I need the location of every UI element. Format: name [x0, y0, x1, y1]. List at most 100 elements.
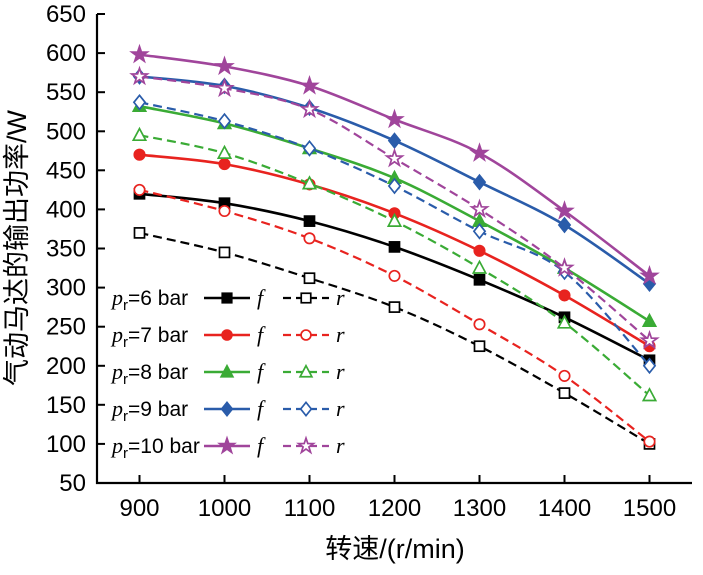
- legend-item: pr=7 bar f r: [110, 322, 345, 351]
- star-marker-icon: [296, 435, 316, 455]
- circle-marker-icon: [300, 329, 312, 341]
- legend-pressure-label: pr=10 bar: [110, 433, 200, 462]
- x-tick-label: 900: [119, 495, 159, 522]
- star-marker-icon: [299, 98, 320, 119]
- diamond-marker-icon: [387, 132, 402, 149]
- x-tick-label: 1300: [453, 495, 506, 522]
- legend-r-label: r: [336, 322, 345, 347]
- x-tick-label: 1200: [368, 495, 421, 522]
- y-tick-label: 550: [46, 79, 86, 106]
- series-pr-10-bar-r: [129, 65, 660, 350]
- triangle-marker-icon: [556, 314, 573, 329]
- series-line: [139, 231, 651, 445]
- x-tick-label: 1400: [538, 495, 591, 522]
- triangle-marker-icon: [216, 144, 233, 159]
- star-marker-icon: [469, 142, 490, 162]
- square-marker-icon: [558, 387, 571, 399]
- star-marker-icon: [214, 55, 235, 76]
- square-marker-icon: [218, 246, 231, 259]
- y-tick-label: 400: [46, 196, 86, 223]
- diamond-marker-icon: [387, 177, 402, 195]
- y-tick-label: 300: [46, 275, 86, 302]
- legend-f-label: f: [257, 285, 266, 310]
- legend-pressure-label: pr=8 bar: [110, 359, 188, 388]
- y-axis: 50 100 150 200 250 300 350 400 450 500 550 600 650: [46, 1, 105, 497]
- star-marker-icon: [129, 65, 150, 86]
- series-pr-6-bar-r: [133, 227, 656, 450]
- circle-marker-icon: [218, 204, 231, 218]
- legend: pr=6 bar f r pr=7 bar f r pr=8 bar f r pr=9 bar f r…: [110, 285, 345, 462]
- diamond-marker-icon: [472, 173, 487, 191]
- diamond-marker-icon: [642, 357, 657, 375]
- square-marker-icon: [303, 215, 316, 227]
- triangle-marker-icon: [641, 387, 658, 402]
- circle-marker-icon: [133, 183, 146, 196]
- series-pr-10-bar-f: [129, 43, 660, 285]
- y-tick-label: 500: [46, 118, 86, 145]
- star-marker-icon: [469, 198, 490, 219]
- diamond-marker-icon: [472, 222, 487, 240]
- y-tick-label: 350: [46, 236, 86, 263]
- x-tick-label: 1000: [198, 495, 251, 522]
- star-marker-icon: [384, 147, 405, 168]
- star-marker-icon: [554, 257, 575, 277]
- x-tick-label: 1500: [623, 495, 676, 522]
- y-tick-label: 150: [46, 392, 86, 419]
- square-marker-icon: [221, 292, 233, 304]
- y-tick-label: 450: [46, 157, 86, 184]
- plot-area: 50 100 150 200 250 300 350 400 450 500 550 600 650 90…: [46, 1, 692, 522]
- star-marker-icon: [214, 77, 235, 98]
- circle-marker-icon: [388, 269, 401, 282]
- series-line: [139, 188, 651, 443]
- diamond-marker-icon: [557, 216, 572, 234]
- legend-r-label: r: [336, 396, 345, 421]
- triangle-marker-icon: [641, 312, 658, 328]
- diamond-marker-icon: [302, 140, 317, 157]
- triangle-marker-icon: [298, 363, 314, 378]
- legend-f-label: f: [257, 359, 266, 384]
- x-tick-label: 1100: [284, 495, 336, 522]
- x-axis-title: 转速/(r/min): [325, 534, 464, 564]
- star-marker-icon: [639, 265, 660, 285]
- diamond-marker-icon: [132, 93, 147, 111]
- diamond-marker-icon: [217, 112, 232, 130]
- circle-marker-icon: [221, 329, 233, 341]
- circle-marker-icon: [218, 158, 231, 171]
- star-marker-icon: [384, 108, 405, 129]
- legend-item: pr=6 bar f r: [110, 285, 345, 314]
- star-marker-icon: [639, 329, 660, 350]
- circle-marker-icon: [473, 318, 486, 331]
- y-tick-label: 250: [46, 314, 86, 341]
- star-marker-icon: [554, 200, 575, 220]
- legend-r-label: r: [336, 285, 345, 310]
- series-pr-7-bar-r: [133, 183, 656, 448]
- diamond-marker-icon: [220, 400, 234, 418]
- x-axis: 900 1000 1100 1200 1300 1400 1500: [119, 475, 676, 522]
- y-tick-label: 200: [46, 353, 86, 380]
- star-marker-icon: [217, 435, 237, 455]
- legend-item: pr=10 bar f r: [110, 433, 345, 462]
- circle-marker-icon: [558, 369, 571, 382]
- triangle-marker-icon: [219, 363, 235, 378]
- triangle-marker-icon: [301, 175, 318, 190]
- y-tick-label: 650: [46, 1, 86, 28]
- star-marker-icon: [299, 75, 320, 95]
- legend-f-label: f: [257, 433, 266, 458]
- circle-marker-icon: [643, 435, 656, 448]
- triangle-marker-icon: [131, 126, 148, 142]
- triangle-marker-icon: [386, 212, 403, 227]
- square-marker-icon: [473, 273, 486, 286]
- legend-item: pr=9 bar f r: [110, 396, 345, 425]
- triangle-marker-icon: [471, 259, 488, 274]
- star-marker-icon: [129, 43, 150, 64]
- square-marker-icon: [303, 272, 316, 285]
- circle-marker-icon: [558, 289, 571, 302]
- legend-pressure-label: pr=9 bar: [110, 396, 188, 425]
- legend-item: pr=8 bar f r: [110, 359, 345, 388]
- circle-marker-icon: [303, 232, 316, 245]
- square-marker-icon: [300, 292, 312, 304]
- legend-pressure-label: pr=6 bar: [110, 285, 188, 314]
- diamond-marker-icon: [299, 400, 313, 418]
- y-axis-title: 气动马达的输出功率/W: [2, 109, 32, 386]
